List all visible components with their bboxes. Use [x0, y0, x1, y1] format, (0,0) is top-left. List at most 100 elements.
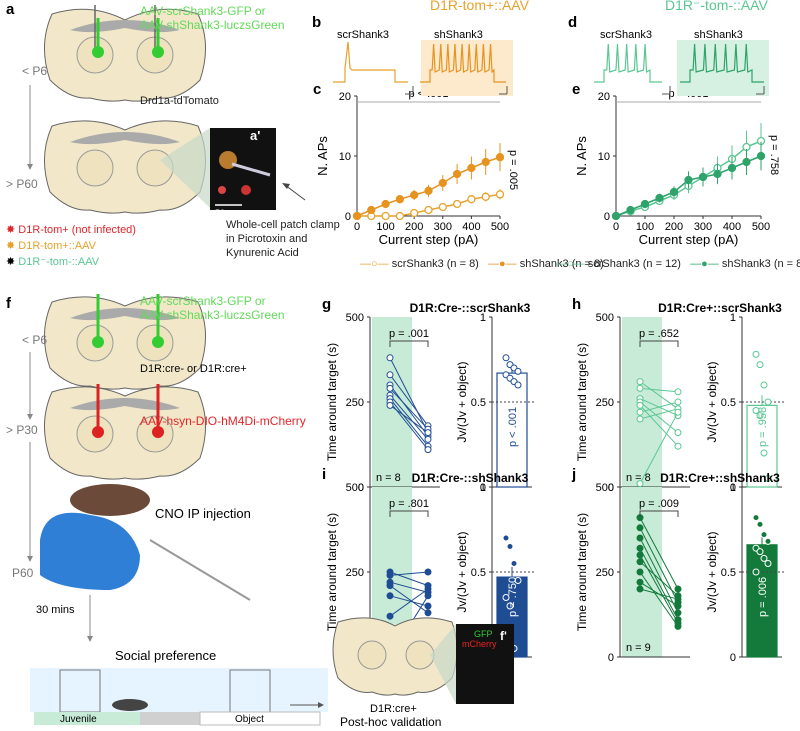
- data-point: [636, 568, 644, 576]
- panel-label-g: g: [322, 296, 331, 313]
- x-tick-label: 400: [723, 221, 741, 233]
- legend-filled-circle-icon: —●—: [488, 258, 517, 270]
- bar-y-tick-label: 0: [480, 482, 486, 494]
- bar-point: [752, 514, 760, 522]
- data-point: [424, 592, 432, 600]
- data-point: [636, 378, 644, 386]
- y-tick-label: 250: [596, 567, 614, 579]
- mouse-line-label-f: D1R:cre- or D1R:cre+: [140, 363, 247, 375]
- panel-label-d: d: [568, 14, 577, 31]
- y-axis-label: N. APs: [574, 136, 589, 176]
- data-point: [386, 571, 394, 579]
- pair-line: [639, 561, 679, 597]
- pair-line: [639, 411, 679, 484]
- data-point: [438, 202, 447, 212]
- pair-line: [389, 595, 429, 607]
- p-value-label-2: p = .005: [507, 150, 519, 190]
- pair-line: [639, 517, 679, 590]
- data-point: [674, 442, 682, 450]
- data-point: [367, 205, 376, 215]
- n-label: n = 8: [376, 472, 401, 484]
- p-value-label: p = .009: [639, 498, 679, 510]
- legend-filled-circle-icon-e: —●—: [690, 258, 719, 270]
- age-label: < P6: [22, 64, 47, 78]
- sh-trace-bg-d: [677, 40, 769, 96]
- bar-point: [514, 577, 522, 584]
- age-label-f1: < P6: [22, 333, 47, 347]
- y-tick-label: 0: [345, 211, 351, 223]
- y-tick-label: 250: [596, 397, 614, 409]
- bar-point: [760, 554, 768, 562]
- bar-y-tick-label: 0.5: [471, 397, 486, 409]
- pair-line: [389, 398, 429, 447]
- age-label-f3: P60: [12, 566, 34, 580]
- pair-line: [639, 588, 679, 600]
- brain-slice-icon-2: [43, 120, 207, 214]
- zone-object-label: Object: [235, 714, 264, 725]
- bar-point: [514, 367, 522, 375]
- data-point: [424, 446, 432, 454]
- data-point: [698, 172, 708, 182]
- trace-label-scr: scrShank3: [337, 29, 389, 41]
- data-point: [352, 211, 362, 221]
- data-point: [410, 190, 419, 200]
- legend-item-2: D1R-tom+::AAV: [18, 240, 97, 252]
- y-axis-label: Time around target (s): [325, 343, 339, 461]
- bar: [746, 404, 778, 488]
- data-point: [636, 551, 644, 559]
- chart-title: D1R:Cre-::scrShank3: [410, 301, 531, 315]
- bar-point: [502, 594, 510, 601]
- pair-line: [389, 571, 429, 576]
- data-point: [636, 384, 644, 392]
- pair-line: [639, 401, 679, 413]
- panel-label-f: f: [6, 295, 12, 312]
- bar-y-tick-label: 0.5: [721, 567, 736, 579]
- data-point: [640, 199, 650, 209]
- bar-point: [764, 560, 772, 567]
- y-axis-label: Time around target (s): [325, 513, 339, 631]
- cno-label: CNO IP injection: [155, 506, 251, 521]
- data-point: [611, 211, 621, 221]
- significance-bracket: [389, 340, 429, 347]
- pair-line: [389, 374, 429, 427]
- data-point: [742, 157, 751, 167]
- virus-label-f: AAV-scrShank3-GFP or AAV-shShank3-luczsG…: [140, 294, 285, 322]
- validation-label: Post-hoc validation: [340, 715, 441, 729]
- gfp-label: GFP: [474, 629, 493, 639]
- data-point: [386, 592, 394, 600]
- data-point: [424, 186, 433, 195]
- bar-y-tick-label: 0: [730, 482, 736, 494]
- bar-point: [752, 407, 760, 414]
- data-point: [452, 199, 462, 209]
- data-point: [481, 157, 490, 167]
- bar-point: [502, 354, 510, 362]
- pair-line: [639, 401, 679, 433]
- data-point: [674, 602, 682, 610]
- data-point: [424, 609, 432, 617]
- bar-point: [756, 361, 764, 369]
- age-label-f2: > P30: [6, 423, 38, 437]
- pair-line: [639, 387, 679, 393]
- bar-y-tick-label: 0: [730, 652, 736, 664]
- significance-bracket: [639, 340, 679, 347]
- data-point: [674, 388, 682, 396]
- zone-middle: [140, 712, 200, 725]
- data-point: [467, 163, 476, 173]
- y-tick-label: 20: [598, 91, 610, 103]
- data-point: [424, 568, 432, 576]
- data-point: [756, 151, 766, 161]
- syringe-icon: [149, 539, 251, 601]
- bar-point: [506, 602, 514, 610]
- n-label: n = 9: [626, 642, 651, 654]
- sh-trace-bg: [421, 40, 513, 96]
- y-axis-label: N. APs: [315, 136, 330, 176]
- pair-line: [639, 408, 679, 420]
- data-point: [636, 534, 644, 542]
- x-tick-label: 0: [613, 221, 619, 233]
- zone-juvenile: [34, 712, 140, 725]
- data-point: [674, 595, 682, 603]
- bar-point: [760, 449, 768, 457]
- chart-c: c 0 100 200 300 400 500 0 10 20 Current step (pA) N…: [313, 81, 519, 247]
